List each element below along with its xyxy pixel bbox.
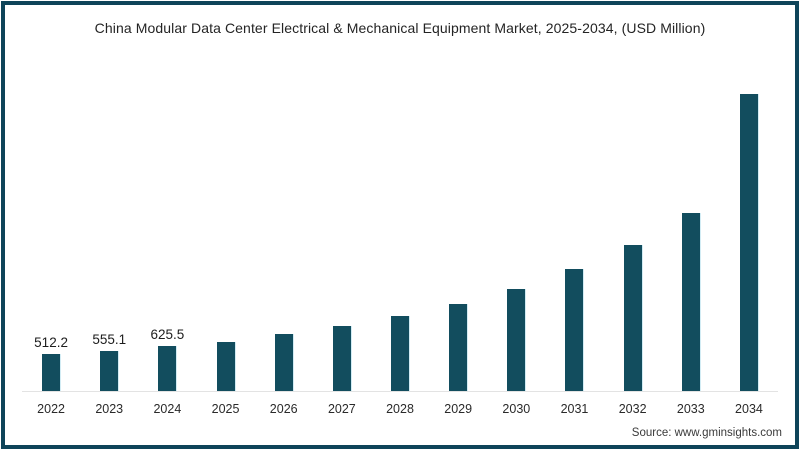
x-tick-2023: 2023 [95,402,124,416]
bar-2029 [449,304,468,391]
bar-column-2027 [313,58,371,391]
bar-value-label: 555.1 [92,332,127,347]
x-tick-2032: 2032 [618,402,647,416]
bar-column-2030 [487,58,545,391]
bar-2028 [391,316,410,391]
bar-2032 [623,245,642,391]
x-tick-2027: 2027 [327,402,356,416]
x-tick-2033: 2033 [676,402,705,416]
bar-column-2028 [371,58,429,391]
x-tick-2031: 2031 [560,402,589,416]
bar-2034 [739,94,758,391]
bar-2031 [565,269,584,391]
bar-2025 [216,342,235,391]
bar-2033 [681,213,700,391]
bar-2026 [274,334,293,391]
plot-area: 512.2 555.1 625.5 [22,58,778,392]
bar-column-2026 [255,58,313,391]
bar-2030 [507,289,526,391]
x-axis-labels: 2022 2023 2024 2025 2026 2027 2028 2029 2030 2031… [22,402,778,416]
bar-column-2022: 512.2 [22,58,80,391]
bar-column-2034 [720,58,778,391]
bar-2023 [100,351,119,391]
bar-value-label: 625.5 [150,327,185,342]
x-tick-2026: 2026 [269,402,298,416]
x-tick-2022: 2022 [37,402,65,416]
x-axis-line [22,391,778,392]
bar-column-2024: 625.5 [138,58,196,391]
source-credit: Source: www.gminsights.com [631,427,782,439]
bar-2022 [42,354,61,391]
chart-title: China Modular Data Center Electrical & M… [94,20,706,36]
x-tick-2028: 2028 [386,402,414,416]
bar-column-2023: 555.1 [80,58,138,391]
bar-2024 [158,346,177,391]
bar-column-2033 [662,58,720,391]
bar-2027 [332,326,351,391]
x-tick-2029: 2029 [444,402,473,416]
bar-column-2032 [604,58,662,391]
bars-row: 512.2 555.1 625.5 [22,58,778,391]
bar-column-2031 [545,58,603,391]
x-tick-2025: 2025 [211,402,240,416]
x-tick-2030: 2030 [502,402,531,416]
x-tick-2034: 2034 [735,402,763,416]
bar-value-label: 512.2 [34,335,68,350]
bar-column-2029 [429,58,487,391]
x-tick-2024: 2024 [153,402,182,416]
bar-column-2025 [196,58,254,391]
